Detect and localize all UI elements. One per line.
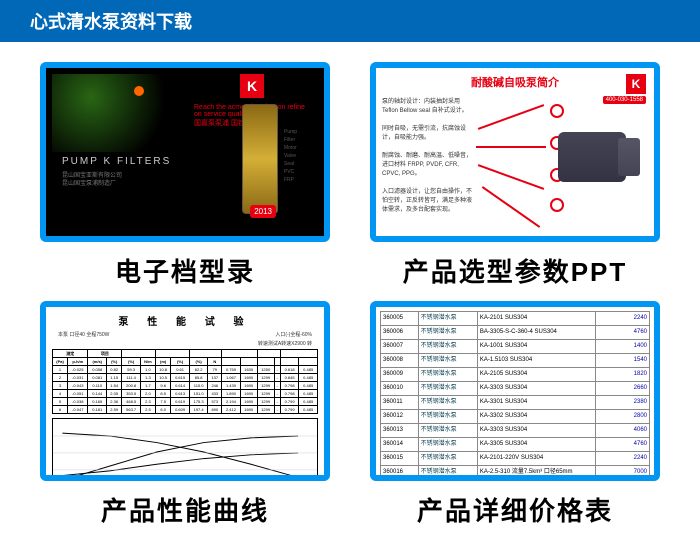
thumb-price: 360005不锈钢潜水泵KA-2101 SUS3042240360006不锈钢潜… <box>370 301 660 481</box>
price-title: 产品详细价格表 <box>417 491 613 528</box>
card-curve[interactable]: 泵 性 能 试 验 本泵 口径40 全程750W入口(-)全程-60% 转速测试… <box>40 301 330 528</box>
thumb-curve: 泵 性 能 试 验 本泵 口径40 全程750W入口(-)全程-60% 转速测试… <box>40 301 330 481</box>
card-catalog[interactable]: K Reach the acme of perfection refine on… <box>40 62 330 289</box>
card-price[interactable]: 360005不锈钢潜水泵KA-2101 SUS3042240360006不锈钢潜… <box>370 301 660 528</box>
catalog-title: 电子档型录 <box>115 252 255 289</box>
k-logo-icon: K <box>240 74 264 98</box>
k-logo-icon: K <box>626 74 646 94</box>
thumb-catalog: K Reach the acme of perfection refine on… <box>40 62 330 242</box>
section-header: 心式清水泵资料下载 <box>0 0 700 42</box>
card-ppt[interactable]: 耐酸碱自吸泵简介 K 400-030-1558 泵的轴封设计：内装抽封采用 Te… <box>370 62 660 289</box>
ppt-title: 产品选型参数PPT <box>403 252 628 289</box>
curve-title: 产品性能曲线 <box>101 491 269 528</box>
thumb-ppt: 耐酸碱自吸泵简介 K 400-030-1558 泵的轴封设计：内装抽封采用 Te… <box>370 62 660 242</box>
download-grid: K Reach the acme of perfection refine on… <box>0 42 700 548</box>
